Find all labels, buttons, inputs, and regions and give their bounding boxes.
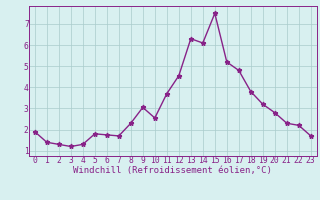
X-axis label: Windchill (Refroidissement éolien,°C): Windchill (Refroidissement éolien,°C) [73, 166, 272, 175]
